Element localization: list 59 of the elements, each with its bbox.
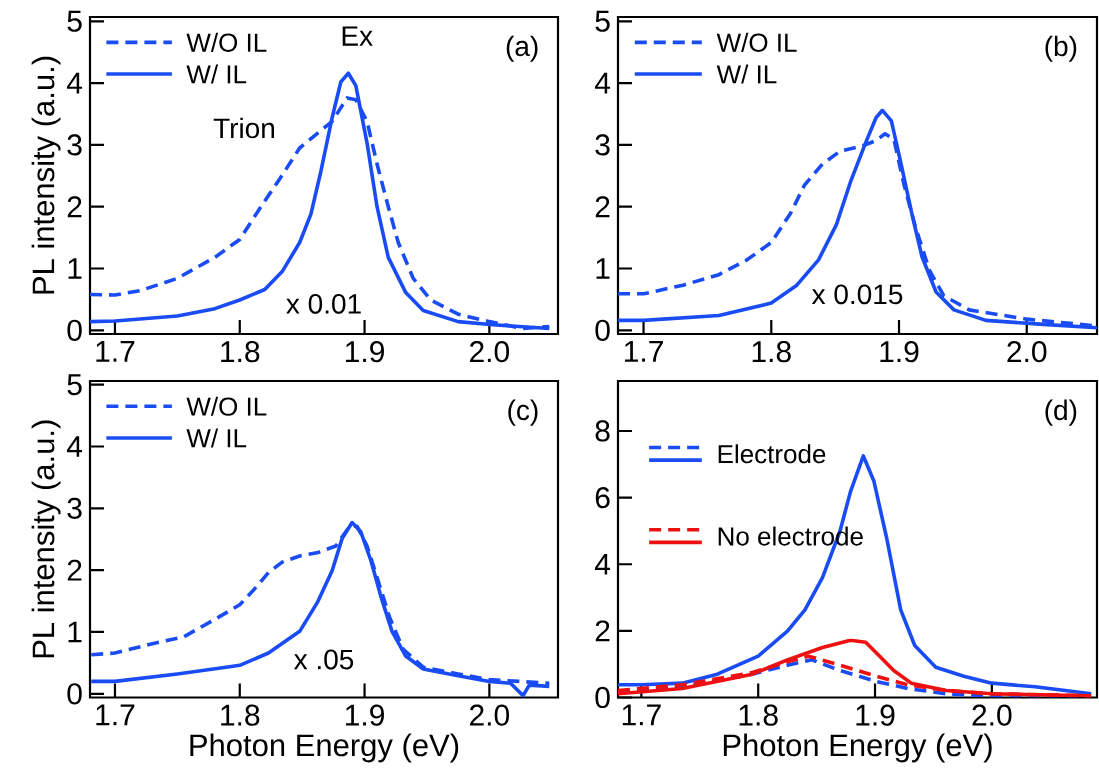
text: (b) — [1045, 35, 1077, 62]
y-tick-label: 3 — [67, 497, 82, 519]
x-tick-label: 2.0 — [1007, 341, 1047, 363]
y-tick-label: 0 — [67, 319, 82, 341]
legend-label: W/O IL — [716, 32, 797, 52]
text: (d) — [1045, 399, 1077, 426]
y-tick-label: 1 — [68, 258, 82, 279]
x-tick-label: 1.9 — [346, 704, 384, 726]
y-tick-label: 4 — [594, 553, 611, 575]
legend-label: W/ IL — [186, 64, 247, 84]
y-tick-label: 2 — [595, 620, 610, 642]
legend-label: Electrode — [718, 444, 826, 464]
x-tick-label: 1.8 — [221, 704, 260, 726]
y-axis-title: PL intensity (a.u.) — [31, 56, 61, 294]
y-tick-label: 0 — [595, 319, 610, 341]
y-tick-label: 2 — [67, 196, 82, 218]
y-tick-label: 5 — [67, 374, 82, 396]
x-tick-label: 1.7 — [96, 341, 135, 362]
y-tick-label: 4 — [66, 72, 83, 94]
y-tick-label: 1 — [596, 258, 610, 279]
y-axis-title: PL intensity (a.u.) — [31, 420, 61, 658]
x-tick-label: 2.0 — [470, 341, 510, 363]
y-tick-label: 2 — [595, 196, 610, 218]
x-tick-label: 1.7 — [622, 704, 661, 726]
y-tick-label: 5 — [67, 10, 82, 32]
y-tick-label: 5 — [595, 10, 610, 32]
x-tick-label: 1.8 — [739, 704, 778, 726]
x-tick-label: 1.7 — [624, 341, 663, 362]
annotation: x 0.015 — [811, 284, 903, 305]
y-tick-label: 1 — [68, 621, 82, 643]
text: (c) — [508, 399, 538, 426]
annotation: Trion — [213, 117, 275, 139]
y-tick-label: 6 — [595, 486, 610, 509]
x-tick-label: 1.8 — [752, 341, 791, 363]
y-tick-label: 4 — [66, 436, 83, 457]
x-axis-title: Photon Energy (eV) — [723, 733, 992, 763]
y-tick-label: 0 — [595, 686, 610, 709]
x-tick-label: 2.0 — [470, 704, 510, 726]
x-tick-label: 1.7 — [96, 704, 135, 726]
y-tick-label: 0 — [67, 683, 82, 705]
y-tick-label: 2 — [67, 559, 82, 581]
y-tick-label: 3 — [595, 134, 610, 156]
annotation: x .05 — [293, 649, 354, 670]
annotation: x 0.01 — [286, 293, 361, 314]
annotation: Ex — [342, 26, 373, 46]
y-tick-label: 8 — [595, 420, 610, 442]
x-tick-label: 2.0 — [972, 704, 1012, 726]
legend-label: W/ IL — [716, 64, 777, 84]
y-tick-label: 3 — [67, 134, 82, 156]
legend-label: W/O IL — [186, 396, 267, 416]
y-tick-label: 4 — [594, 72, 611, 94]
text: (a) — [506, 35, 538, 62]
x-tick-label: 1.9 — [346, 341, 384, 363]
legend-label: W/ IL — [186, 428, 247, 448]
x-tick-label: 1.8 — [221, 341, 260, 363]
x-axis-title: Photon Energy (eV) — [190, 733, 459, 763]
x-tick-label: 1.9 — [856, 704, 895, 726]
legend-label: W/O IL — [186, 32, 267, 52]
x-tick-label: 1.9 — [880, 341, 919, 363]
